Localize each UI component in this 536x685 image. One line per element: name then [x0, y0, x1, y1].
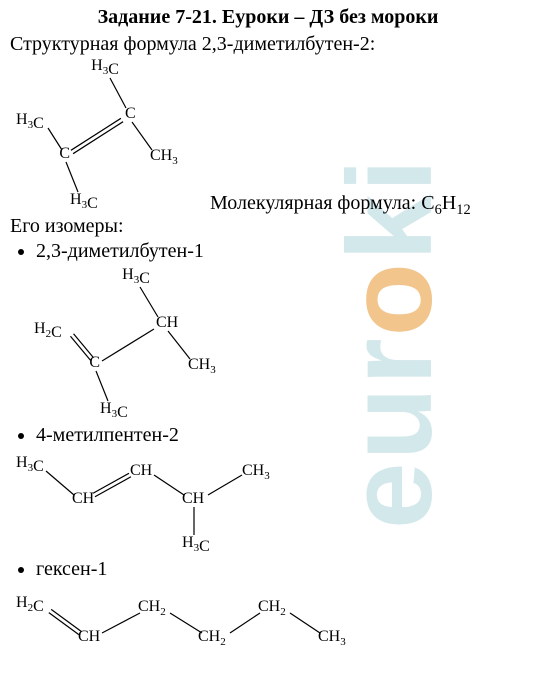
structure-3-svg: H3C CH CH CH CH3 H3C — [12, 451, 302, 551]
svg-text:H3C: H3C — [182, 534, 210, 551]
structure-2: H3C CH CH3 C H2C H3C — [28, 267, 526, 422]
mol-h: H — [442, 192, 456, 214]
isomers-list: 2,3-диметилбутен-1 — [16, 240, 526, 263]
structure-4-svg: H2C CH CH2 CH2 CH2 CH3 — [12, 591, 372, 651]
molecular-formula: Молекулярная формула: C6H12 — [210, 192, 471, 219]
structure-4: H2C CH CH2 CH2 CH2 CH3 — [12, 591, 526, 656]
mol-c: C — [421, 192, 434, 214]
svg-text:C: C — [125, 105, 136, 122]
svg-text:H2C: H2C — [34, 320, 62, 341]
structure-1: H3C C CH3 C H3C H3C — [10, 58, 526, 213]
mol-c-sub: 6 — [435, 202, 442, 218]
svg-text:CH2: CH2 — [138, 598, 166, 618]
mol-formula-label: Молекулярная формула: — [210, 192, 421, 214]
structural-formula-heading: Структурная формула 2,3-диметилбутен-2: — [10, 33, 526, 56]
svg-text:H3C: H3C — [16, 454, 44, 475]
svg-text:H3C: H3C — [16, 111, 44, 132]
svg-text:H2C: H2C — [16, 594, 44, 615]
structure-3: H3C CH CH CH CH3 H3C — [12, 451, 526, 556]
svg-text:CH2: CH2 — [198, 628, 226, 648]
svg-text:CH: CH — [182, 490, 205, 507]
svg-text:CH3: CH3 — [188, 356, 216, 376]
svg-text:CH: CH — [78, 628, 101, 645]
svg-text:C: C — [89, 354, 100, 371]
svg-text:H3C: H3C — [122, 267, 150, 287]
svg-text:CH3: CH3 — [242, 462, 270, 482]
title-suffix: ДЗ без мороки — [309, 6, 438, 28]
svg-text:H3C: H3C — [91, 58, 119, 78]
structure-1-svg: H3C C CH3 C H3C H3C — [10, 58, 220, 208]
svg-text:H3C: H3C — [100, 400, 128, 417]
isomers-list-2: 4-метилпентен-2 — [16, 424, 526, 447]
svg-text:C: C — [59, 145, 70, 162]
svg-text:CH3: CH3 — [150, 147, 178, 167]
page-title: Задание 7-21. Еуроки – ДЗ без мороки — [10, 6, 526, 29]
svg-text:CH: CH — [156, 314, 179, 331]
title-prefix: Задание 7-21. Еуроки – — [98, 6, 310, 28]
structure-2-svg: H3C CH CH3 C H2C H3C — [28, 267, 258, 417]
svg-text:CH3: CH3 — [318, 628, 346, 648]
svg-text:CH2: CH2 — [258, 598, 286, 618]
page-root: euroki Задание 7-21. Еуроки – ДЗ без мор… — [0, 0, 536, 685]
isomer-2: 4-метилпентен-2 — [36, 424, 526, 447]
isomer-1: 2,3-диметилбутен-1 — [36, 240, 526, 263]
mol-h-sub: 12 — [456, 202, 470, 218]
svg-text:CH: CH — [72, 490, 95, 507]
svg-text:H3C: H3C — [70, 191, 98, 208]
svg-text:CH: CH — [130, 462, 153, 479]
isomer-3: гексен-1 — [36, 558, 526, 581]
isomers-list-3: гексен-1 — [16, 558, 526, 581]
